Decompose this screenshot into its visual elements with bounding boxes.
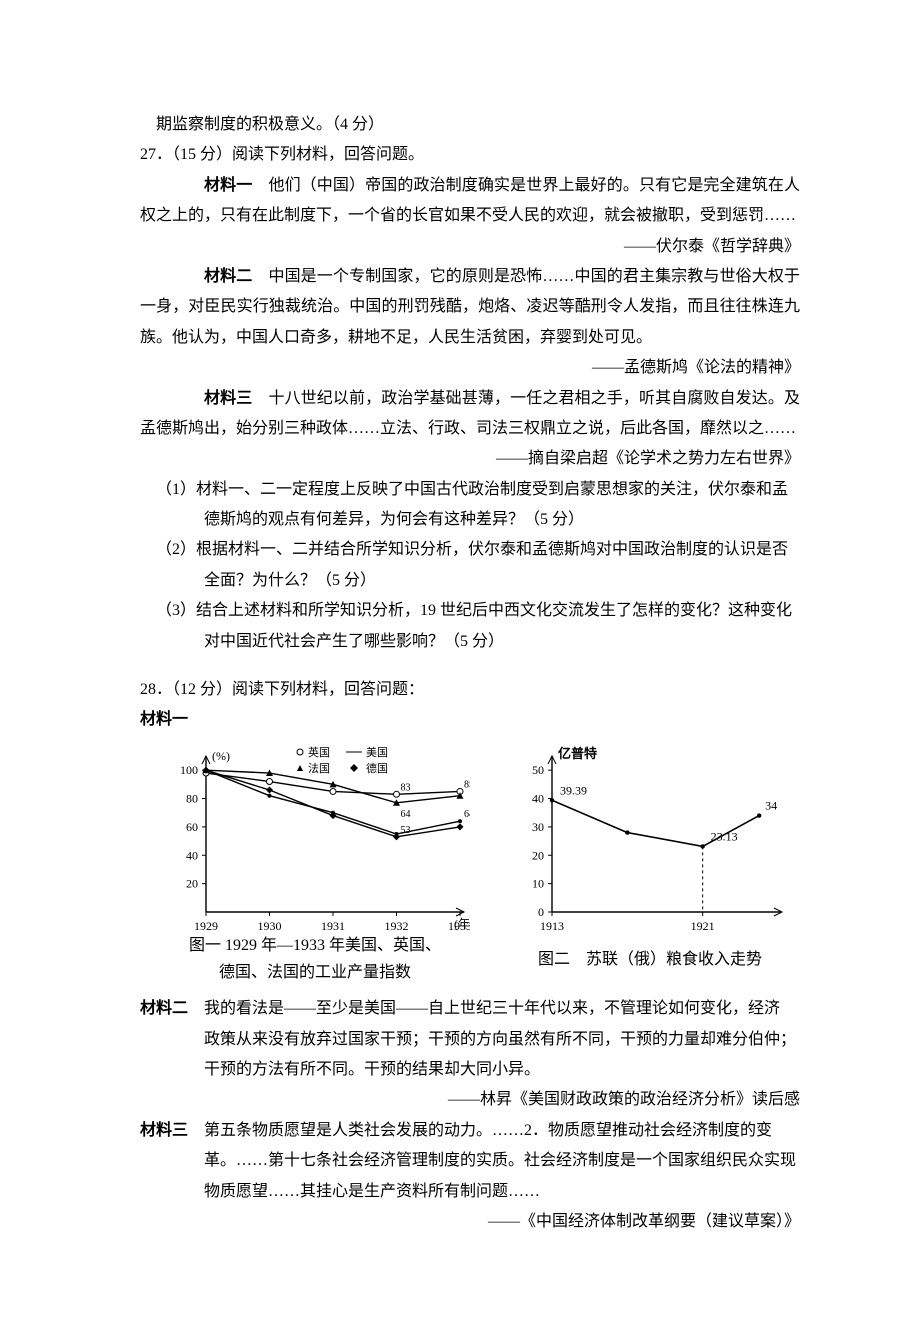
- svg-text:1932: 1932: [385, 919, 409, 932]
- svg-text:1931: 1931: [321, 919, 345, 932]
- svg-text:1930: 1930: [258, 919, 282, 932]
- q28-material-2-l1: 我的看法是——至少是美国——自上世纪三十年代以来，不管理论如何变化，经济: [188, 1000, 780, 1017]
- svg-text:80: 80: [186, 791, 198, 805]
- q28-material-2: 材料二 我的看法是——至少是美国——自上世纪三十年代以来，不管理论如何变化，经济: [140, 994, 800, 1024]
- svg-text:23.13: 23.13: [711, 829, 738, 843]
- svg-text:10: 10: [532, 876, 544, 890]
- q28-material-2-source: ——林昇《美国财政政策的政治经济分析》读后感: [140, 1085, 800, 1115]
- material-1-source: ——伏尔泰《哲学辞典》: [140, 232, 800, 262]
- svg-text:20: 20: [532, 848, 544, 862]
- q27-sub2-line2: 全面？为什么？（5 分）: [156, 566, 800, 596]
- material-1: 材料一 他们（中国）帝国的政治制度确实是世界上最好的。只有它是完全建筑在人权之上…: [140, 171, 800, 232]
- material-3-label: 材料三: [204, 390, 252, 407]
- q27-sub3-line2: 对中国近代社会产生了哪些影响？（5 分）: [156, 627, 800, 657]
- q28-material-2-label: 材料二: [140, 1000, 188, 1017]
- material-2-source: ——孟德斯鸠《论法的精神》: [140, 353, 800, 383]
- svg-text:53: 53: [401, 825, 411, 836]
- q27-head: 27．（15 分）阅读下列材料，回答问题。: [140, 140, 800, 170]
- figure-2: 亿普特 0 10 20 30 40 50 1913 1921 39.39 23.13 34 图二 苏联…: [510, 742, 790, 973]
- svg-text:英国: 英国: [308, 745, 330, 759]
- figures-row: (%)(年)2040608010019291930193119321933英国美…: [160, 742, 800, 986]
- q28-head: 28．（12 分）阅读下列材料，回答问题：: [140, 675, 800, 705]
- svg-text:法国: 法国: [308, 761, 330, 775]
- q28-material-2-l2: 政策从来没有放弃过国家干预；干预的方向虽然有所不同，干预的力量却难分伯仲；: [140, 1025, 800, 1055]
- figure-1-chart: (%)(年)2040608010019291930193119321933英国美…: [160, 742, 470, 932]
- q28-material-2-l3: 干预的方法有所不同。干预的结果却大同小异。: [140, 1055, 800, 1085]
- svg-text:1933: 1933: [448, 919, 470, 932]
- svg-text:39.39: 39.39: [560, 783, 587, 797]
- q27-sub1-line2: 德斯鸠的观点有何差异，为何会有这种差异？（5 分）: [156, 505, 800, 535]
- figure-1-caption-2: 德国、法国的工业产量指数: [219, 959, 411, 986]
- svg-text:1929: 1929: [194, 919, 218, 932]
- q28-material-3-source: ——《中国经济体制改革纲要（建议草案）》: [140, 1207, 800, 1237]
- svg-text:1921: 1921: [691, 919, 715, 932]
- svg-text:30: 30: [532, 820, 544, 834]
- svg-text:34: 34: [765, 798, 777, 812]
- material-3-source: ——摘自梁启超《论学术之势力左右世界》: [140, 444, 800, 474]
- figure-2-chart: 亿普特 0 10 20 30 40 50 1913 1921 39.39 23.13 34: [510, 742, 790, 932]
- material-3: 材料三 十八世纪以前，政治学基础甚薄，一任之君相之手，听其自腐败自发达。及孟德斯…: [140, 384, 800, 445]
- q27-sub2-line1: （2）根据材料一、二并结合所学知识分析，伏尔泰和孟德斯鸠对中国政治制度的认识是否: [156, 535, 800, 565]
- svg-text:40: 40: [532, 791, 544, 805]
- q28-material-3-label: 材料三: [140, 1122, 188, 1139]
- svg-text:40: 40: [186, 848, 198, 862]
- q28-material-1-label: 材料一: [140, 705, 800, 735]
- svg-text:85: 85: [464, 779, 470, 790]
- q28-material-3-l1: 第五条物质愿望是人类社会发展的动力。……2．物质愿望推动社会经济制度的变: [188, 1122, 772, 1139]
- q27-sub1-line1: （1）材料一、二一定程度上反映了中国古代政治制度受到启蒙思想家的关注，伏尔泰和孟: [156, 475, 800, 505]
- figure-2-caption: 图二 苏联（俄）粮食收入走势: [538, 946, 762, 973]
- svg-text:60: 60: [186, 820, 198, 834]
- svg-text:83: 83: [401, 782, 411, 793]
- figure-1-caption-1: 图一 1929 年—1933 年美国、英国、: [189, 932, 441, 959]
- material-1-label: 材料一: [204, 177, 252, 194]
- svg-text:(%): (%): [212, 749, 230, 763]
- svg-text:0: 0: [538, 905, 544, 919]
- svg-text:64: 64: [464, 809, 470, 820]
- figure-1: (%)(年)2040608010019291930193119321933英国美…: [160, 742, 470, 986]
- svg-text:20: 20: [186, 876, 198, 890]
- material-2: 材料二 中国是一个专制国家，它的原则是恐怖……中国的君主集宗教与世俗大权于一身，…: [140, 262, 800, 353]
- svg-text:美国: 美国: [366, 746, 388, 759]
- q28-material-3: 材料三 第五条物质愿望是人类社会发展的动力。……2．物质愿望推动社会经济制度的变: [140, 1116, 800, 1146]
- svg-text:亿普特: 亿普特: [558, 746, 597, 761]
- svg-text:64: 64: [401, 809, 411, 820]
- continuation-line: 期监察制度的积极意义。（4 分）: [140, 110, 800, 140]
- q28-material-3-l3: 物质愿望……其挂心是生产资料所有制问题……: [140, 1177, 800, 1207]
- q28-material-3-l2: 革。……第十七条社会经济管理制度的实质。社会经济制度是一个国家组织民众实现: [140, 1146, 800, 1176]
- svg-text:1913: 1913: [540, 919, 564, 932]
- svg-text:德国: 德国: [366, 761, 388, 775]
- svg-text:100: 100: [180, 763, 198, 777]
- q27-sub3-line1: （3）结合上述材料和所学知识分析，19 世纪后中西文化交流发生了怎样的变化？这种…: [156, 596, 800, 626]
- material-2-label: 材料二: [204, 268, 252, 285]
- svg-text:50: 50: [532, 763, 544, 777]
